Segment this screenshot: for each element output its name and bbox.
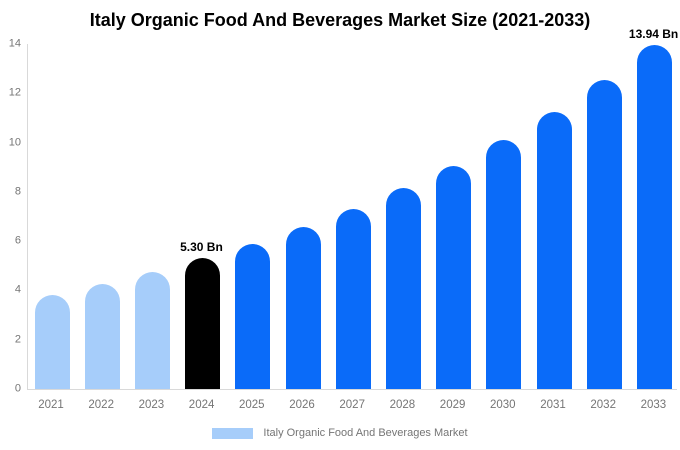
y-tick-label-2: 2 [14,333,21,346]
y-tick-label-14: 14 [8,37,21,50]
bar-2026 [285,227,321,389]
x-tick-label-2025: 2025 [239,399,265,411]
x-tick-label-2022: 2022 [88,399,114,411]
bar-2030 [486,140,522,389]
x-tick-label-2032: 2032 [590,399,616,411]
x-tick-label-2030: 2030 [490,399,516,411]
bar-2029 [436,165,472,389]
bar-2031 [536,112,572,389]
legend-label: Italy Organic Food And Beverages Market [263,427,468,439]
x-tick-label-2023: 2023 [138,399,165,411]
x-tick-label-2028: 2028 [389,399,416,411]
bar-value-annotation-2024: 5.30 Bn [180,240,223,255]
legend: Italy Organic Food And Beverages Market [0,427,680,439]
x-tick-label-2024: 2024 [188,399,215,411]
bar-2028 [385,188,421,389]
bar-2025 [235,243,271,389]
y-tick-label-12: 12 [8,86,21,99]
legend-swatch [212,427,254,439]
bar-2032 [586,80,622,389]
y-tick-label-6: 6 [14,234,21,247]
bar-2021 [34,295,70,389]
chart-title: Italy Organic Food And Beverages Market … [89,10,591,30]
bar-2027 [335,208,371,389]
x-tick-label-2033: 2033 [640,399,667,411]
bar-2023 [134,271,170,389]
x-tick-label-2029: 2029 [439,399,466,411]
y-tick-label-4: 4 [14,283,21,296]
y-tick-label-10: 10 [8,136,21,149]
x-tick-label-2021: 2021 [38,399,64,411]
bar-2022 [84,283,120,389]
y-tick-label-8: 8 [14,185,21,198]
plot-area [27,44,677,390]
x-tick-label-2026: 2026 [289,399,315,411]
bar-2024 [185,258,221,389]
y-tick-label-0: 0 [14,382,21,395]
bar-value-annotation-2033: 13.94 Bn [628,27,679,42]
bar-2033 [636,45,672,389]
x-tick-label-2031: 2031 [540,399,566,411]
x-tick-label-2027: 2027 [339,399,365,411]
